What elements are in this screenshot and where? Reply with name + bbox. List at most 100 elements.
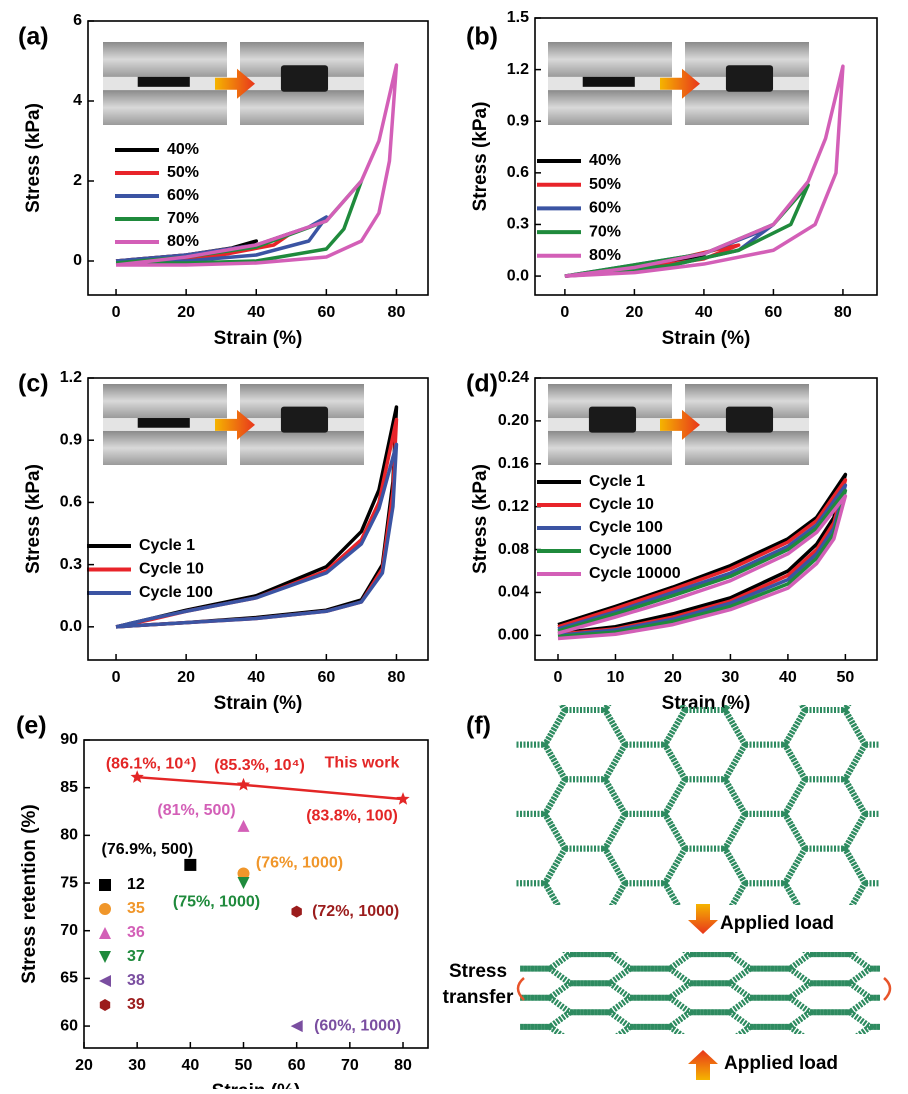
- legend-label: Cycle 100: [589, 519, 663, 536]
- y-tick-label: 70: [60, 922, 78, 939]
- platen-top: [103, 384, 227, 419]
- cell: [725, 606, 805, 675]
- sample: [280, 65, 329, 92]
- series-line: [564, 64, 845, 278]
- cell: [490, 1027, 570, 1056]
- cell: [790, 1012, 870, 1041]
- x-tick-label: 50: [836, 669, 854, 686]
- sample: [725, 406, 774, 433]
- sample: [588, 406, 637, 433]
- y-axis-title: Stress (kPa): [470, 102, 491, 212]
- panel-label: (e): [16, 712, 47, 740]
- transfer-arrow: [883, 977, 892, 1001]
- platen-bottom: [103, 90, 227, 125]
- cell: [550, 925, 630, 954]
- y-tick-label: 0.0: [60, 618, 82, 635]
- x-tick-label: 40: [247, 304, 265, 321]
- legend-label: 50%: [589, 176, 621, 193]
- point: [290, 1020, 303, 1033]
- y-tick-label: 0.04: [498, 584, 529, 601]
- stress-label: transfer: [443, 987, 514, 1008]
- cell: [850, 969, 908, 998]
- data-label: (60%, 1000): [314, 1017, 401, 1034]
- x-tick-label: 40: [181, 1057, 199, 1074]
- y-tick-label: 0.20: [498, 412, 529, 429]
- series-line: [115, 442, 399, 629]
- y-tick-label: 0.9: [60, 431, 82, 448]
- cell: [845, 952, 908, 1021]
- x-tick-label: 20: [177, 669, 195, 686]
- x-tick-label: 80: [834, 304, 852, 321]
- cell: [490, 1056, 570, 1085]
- panel-label: (c): [18, 370, 49, 398]
- x-tick-label: 20: [75, 1057, 93, 1074]
- sample: [137, 418, 190, 428]
- y-tick-label: 6: [73, 12, 82, 29]
- x-axis-title: Strain (%): [662, 328, 751, 349]
- load-label: Applied load: [724, 1053, 838, 1074]
- point: [237, 819, 250, 832]
- cell: [850, 910, 908, 939]
- point: [291, 905, 302, 918]
- plot: [115, 63, 399, 267]
- x-tick-label: 10: [607, 669, 625, 686]
- legend-label: 36: [127, 924, 145, 941]
- y-tick-label: 85: [60, 779, 78, 796]
- x-tick-label: 70: [341, 1057, 359, 1074]
- y-tick-label: 2: [73, 172, 82, 189]
- x-axis-title: Strain (%): [214, 693, 303, 714]
- legend-marker: [99, 927, 111, 939]
- legend-label: 40%: [589, 152, 621, 169]
- cell: [785, 849, 865, 918]
- x-tick-label: 60: [288, 1057, 306, 1074]
- data-label: (72%, 1000): [312, 903, 399, 920]
- sample: [582, 76, 635, 87]
- cell: [430, 1070, 510, 1089]
- data-label: (76.9%, 500): [102, 841, 194, 858]
- y-tick-label: 0.00: [498, 627, 529, 644]
- cell: [845, 675, 908, 744]
- platen-bottom: [548, 90, 672, 125]
- legend-label: 70%: [167, 210, 199, 227]
- cell: [550, 1041, 630, 1070]
- inset-arrow: [215, 409, 255, 440]
- y-axis-title: Stress retention (%): [19, 804, 40, 983]
- inset-photo: [103, 42, 227, 125]
- y-tick-label: 1.5: [507, 9, 529, 26]
- plot: [564, 64, 845, 278]
- legend-marker: [99, 903, 111, 915]
- cell: [850, 1056, 908, 1085]
- cell: [550, 1012, 630, 1041]
- y-tick-label: 75: [60, 874, 78, 891]
- legend-label: Cycle 10: [589, 496, 654, 513]
- lattice: [430, 910, 908, 1089]
- data-label: (75%, 1000): [173, 893, 260, 910]
- plot-frame: [83, 739, 429, 1049]
- platen-bottom: [548, 430, 672, 465]
- y-axis-title: Stress (kPa): [23, 464, 44, 574]
- inset-photo: [103, 384, 227, 465]
- plot-frame: [534, 17, 878, 296]
- cell: [430, 925, 510, 954]
- x-tick-label: 20: [626, 304, 644, 321]
- legend-label: Cycle 1: [589, 473, 645, 490]
- plot: [557, 472, 848, 641]
- x-tick-label: 50: [235, 1057, 253, 1074]
- inset-photo: [685, 384, 809, 465]
- legend-label: Cycle 10000: [589, 565, 681, 582]
- data-label: (86.1%, 10⁴): [106, 755, 197, 772]
- y-tick-label: 60: [60, 1017, 78, 1034]
- legend-marker: [99, 975, 111, 987]
- platen-bottom: [240, 90, 364, 125]
- data-label: (83.8%, 100): [306, 807, 398, 824]
- point: [236, 777, 251, 791]
- platen-bottom: [685, 430, 809, 465]
- platen-top: [548, 42, 672, 77]
- x-tick-label: 60: [317, 304, 335, 321]
- inset-photo: [548, 384, 672, 465]
- data-label: (85.3%, 10⁴): [214, 757, 305, 774]
- legend-label: 35: [127, 900, 145, 917]
- x-tick-label: 80: [388, 304, 406, 321]
- y-tick-label: 0.08: [498, 541, 529, 558]
